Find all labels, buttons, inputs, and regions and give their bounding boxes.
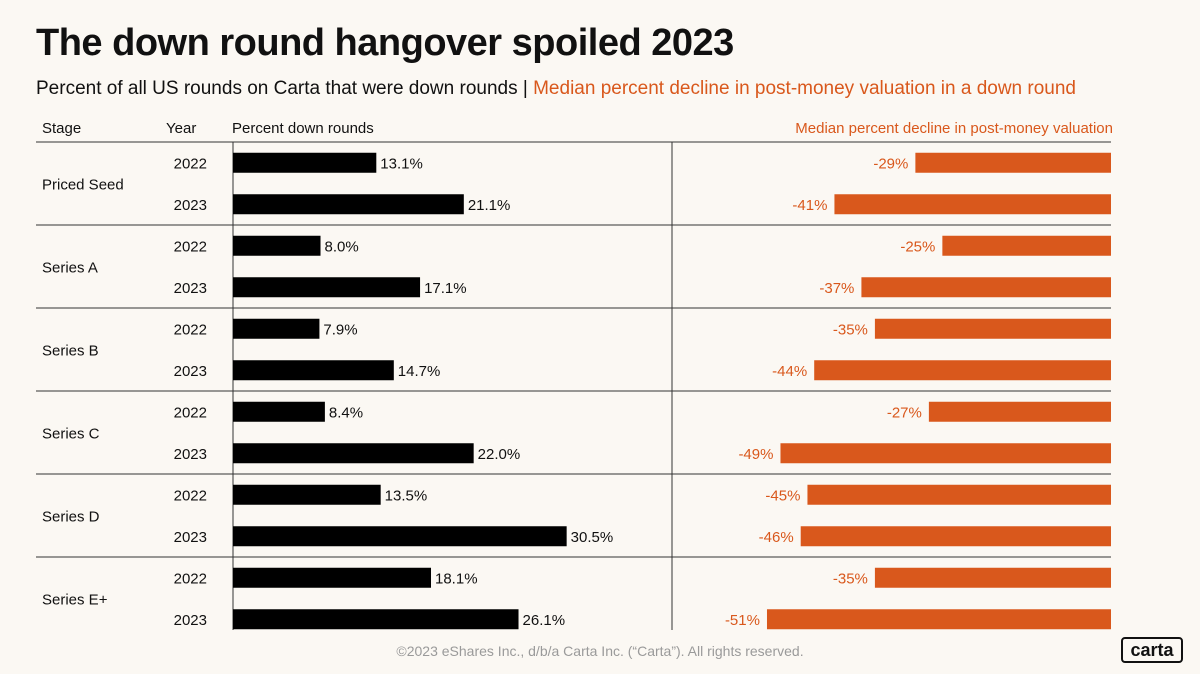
down-round-bar [233,609,519,630]
down-round-value-label: 22.0% [478,446,521,463]
down-round-value-label: 8.0% [325,238,359,255]
valuation-decline-bar [915,152,1111,173]
year-label: 2022 [174,404,207,421]
year-label: 2023 [174,612,207,629]
valuation-decline-value-label: -29% [873,155,908,172]
valuation-decline-bar [800,526,1111,547]
down-round-bar [233,567,432,588]
valuation-decline-bar [834,194,1111,215]
year-label: 2022 [174,238,207,255]
stage-label-series-b: Series B [42,343,99,360]
stage-label-series-c: Series C [42,426,100,443]
valuation-decline-value-label: -44% [772,363,807,380]
valuation-decline-value-label: -37% [819,280,854,297]
valuation-decline-value-label: -41% [792,197,827,214]
stage-label-series-d: Series D [42,509,100,526]
down-round-value-label: 17.1% [424,280,467,297]
year-label: 2022 [174,155,207,172]
down-round-value-label: 14.7% [398,363,441,380]
down-round-bar [233,277,421,298]
subtitle-left: Percent of all US rounds on Carta that w… [36,78,518,99]
year-label: 2023 [174,280,207,297]
year-label: 2022 [174,570,207,587]
down-round-bar [233,194,464,215]
valuation-decline-value-label: -35% [833,321,868,338]
valuation-decline-bar [874,567,1111,588]
subtitle-separator: | [522,78,528,99]
down-round-bar [233,360,394,381]
down-round-bar [233,235,321,256]
carta-logo: carta [1121,637,1183,663]
valuation-decline-bar [807,484,1111,505]
header-year: Year [166,120,197,137]
down-round-value-label: 7.9% [323,321,357,338]
year-label: 2022 [174,487,207,504]
stage-label-series-e: Series E+ [42,592,108,609]
valuation-decline-bar [861,277,1111,298]
valuation-decline-bar [942,235,1111,256]
header-stage: Stage [42,120,82,137]
stage-label-priced-seed: Priced Seed [42,177,124,194]
down-round-value-label: 18.1% [435,570,478,587]
down-round-bar [233,484,381,505]
valuation-decline-bar [814,360,1111,381]
down-round-bar [233,401,325,422]
valuation-decline-value-label: -25% [900,238,935,255]
chart-subtitle: Percent of all US rounds on Carta that w… [36,78,1076,100]
down-round-bar [233,443,474,464]
down-round-bar [233,318,320,339]
valuation-decline-value-label: -49% [738,446,773,463]
down-round-value-label: 30.5% [571,529,614,546]
valuation-decline-value-label: -45% [765,487,800,504]
chart-title: The down round hangover spoiled 2023 [36,22,734,64]
valuation-decline-bar [766,609,1111,630]
copyright-footer: ©2023 eShares Inc., d/b/a Carta Inc. (“C… [396,643,804,659]
year-label: 2022 [174,321,207,338]
valuation-decline-value-label: -35% [833,570,868,587]
down-round-value-label: 13.5% [385,487,428,504]
valuation-decline-value-label: -46% [759,529,794,546]
down-round-value-label: 13.1% [380,155,423,172]
stage-label-series-a: Series A [42,260,98,277]
year-label: 2023 [174,363,207,380]
down-round-bar [233,152,377,173]
down-round-value-label: 21.1% [468,197,511,214]
valuation-decline-value-label: -51% [725,612,760,629]
down-round-value-label: 26.1% [523,612,566,629]
year-label: 2023 [174,446,207,463]
header-median-decline: Median percent decline in post-money val… [795,120,1113,137]
valuation-decline-value-label: -27% [887,404,922,421]
valuation-decline-bar [780,443,1111,464]
down-round-value-label: 8.4% [329,404,363,421]
year-label: 2023 [174,197,207,214]
subtitle-right: Median percent decline in post-money val… [533,78,1077,99]
down-round-bar [233,526,567,547]
year-label: 2023 [174,529,207,546]
header-percent-down-rounds: Percent down rounds [232,120,374,137]
valuation-decline-bar [928,401,1111,422]
valuation-decline-bar [874,318,1111,339]
